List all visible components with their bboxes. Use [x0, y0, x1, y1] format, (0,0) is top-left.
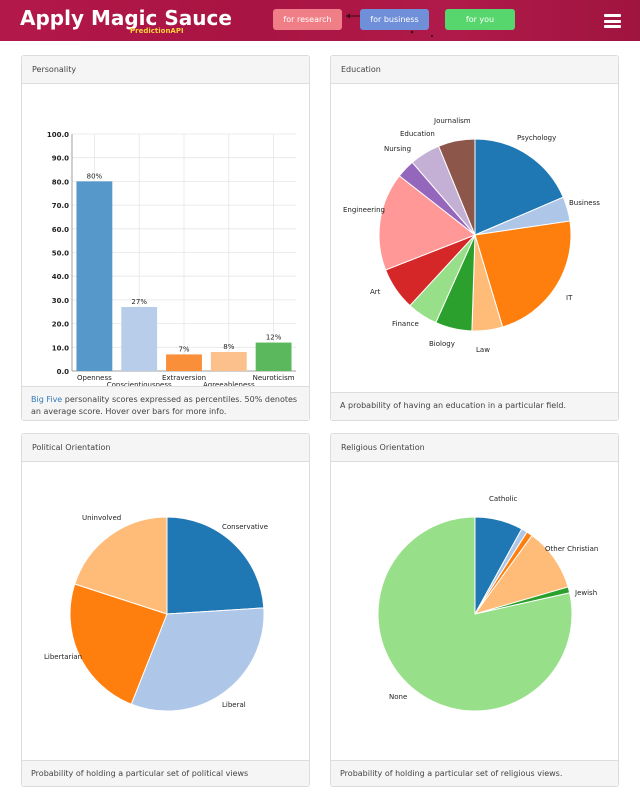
bar-value-label: 80%	[87, 172, 103, 180]
pie-slice	[474, 138, 564, 236]
pie-label: Liberal	[222, 701, 246, 709]
y-tick-label: 30.0	[52, 297, 69, 305]
for-you-button[interactable]: for you	[445, 9, 515, 30]
pie-label: Other Christian	[545, 545, 598, 553]
pie-slice	[474, 220, 572, 328]
pie-label: Nursing	[384, 145, 411, 153]
big-five-link[interactable]: Big Five	[31, 395, 63, 404]
education-panel: Education Psychology Business IT Law Biology…	[330, 55, 619, 421]
bar-value-label: 8%	[223, 343, 234, 351]
pie-label: Business	[569, 199, 600, 207]
education-title: Education	[331, 56, 618, 84]
pie-label: Law	[476, 346, 490, 354]
bar-extraversion	[166, 354, 202, 371]
education-pie-chart: Psychology Business IT Law Biology Finance Art…	[343, 117, 600, 354]
x-tick-label: Agreeableness	[203, 381, 255, 389]
x-tick-label: Neuroticism	[253, 374, 295, 382]
pie-slice	[378, 175, 476, 271]
pie-label: None	[389, 693, 407, 701]
pie-label: Art	[370, 288, 381, 296]
pie-slice	[166, 516, 265, 615]
bar-value-label: 27%	[131, 298, 147, 306]
religious-pie-chart: Catholic Other Christian Jewish None	[377, 495, 598, 712]
pie-label: Psychology	[517, 134, 556, 142]
pie-label: Jewish	[574, 589, 597, 597]
personality-footer: Big Five personality scores expressed as…	[22, 386, 309, 420]
y-tick-label: 40.0	[52, 273, 69, 281]
political-footer: Probability of holding a particular set …	[22, 760, 309, 786]
religious-footer: Probability of holding a particular set …	[331, 760, 618, 786]
personality-bar-chart: 0.0 10.0 20.0 30.0 40.0 50.0 60.0 70.0 80.0 90.0 1…	[47, 131, 296, 389]
brand-logo[interactable]: Apply Magic Sauce	[20, 6, 232, 30]
y-tick-label: 90.0	[52, 155, 69, 163]
y-tick-label: 100.0	[47, 131, 69, 139]
pie-slice	[377, 516, 573, 712]
pie-label: Engineering	[343, 206, 385, 214]
y-tick-label: 20.0	[52, 321, 69, 329]
x-tick-label: Openness	[77, 374, 112, 382]
y-tick-label: 10.0	[52, 344, 69, 352]
education-footer: A probability of having an education in …	[331, 392, 618, 420]
hamburger-menu-icon[interactable]	[604, 14, 621, 28]
religious-title: Religious Orientation	[331, 434, 618, 462]
bar-value-label: 12%	[266, 334, 282, 342]
political-pie-chart: Conservative Liberal Libertarian Uninvolved	[44, 514, 268, 712]
pie-slice	[437, 138, 476, 236]
y-tick-label: 0.0	[57, 368, 70, 376]
religious-panel: Religious Orientation Catholic Other Chri…	[330, 433, 619, 787]
personality-footer-text: personality scores expressed as percenti…	[31, 395, 298, 416]
pie-label: Education	[400, 130, 435, 138]
bar-openness	[76, 181, 113, 371]
y-tick-label: 60.0	[52, 226, 69, 234]
political-panel: Political Orientation Conservative Libera…	[21, 433, 310, 787]
pie-label: Catholic	[489, 495, 518, 503]
x-tick-label: Extraversion	[162, 374, 206, 382]
pie-label: Uninvolved	[82, 514, 121, 522]
pie-label: Libertarian	[44, 653, 82, 661]
for-research-button[interactable]: for research	[273, 9, 342, 30]
pie-label: Journalism	[433, 117, 471, 125]
personality-title: Personality	[22, 56, 309, 84]
y-tick-label: 70.0	[52, 202, 69, 210]
y-tick-label: 50.0	[52, 250, 69, 258]
pie-label: Finance	[392, 320, 419, 328]
pie-slice	[69, 583, 168, 705]
bar-value-label: 7%	[178, 345, 189, 353]
brand-subtitle: PredictionAPI	[130, 27, 184, 35]
top-navbar: Apply Magic Sauce PredictionAPI for rese…	[0, 0, 640, 41]
bar-conscientiousness	[121, 307, 158, 371]
pie-label: IT	[566, 294, 573, 302]
pie-label: Biology	[429, 340, 455, 348]
pie-label: Conservative	[222, 523, 268, 531]
pie-slice	[74, 516, 168, 615]
personality-panel: Personality 0.0 10.0 20.0 30.0 40.0 50.0 60.0 7…	[21, 55, 310, 421]
bar-agreeableness	[210, 352, 247, 371]
bar-neuroticism	[255, 342, 292, 371]
y-tick-label: 80.0	[52, 178, 69, 186]
x-tick-label: Conscientiousness	[107, 381, 172, 389]
pie-slice	[130, 607, 265, 712]
for-business-button[interactable]: for business	[360, 9, 429, 30]
political-title: Political Orientation	[22, 434, 309, 462]
